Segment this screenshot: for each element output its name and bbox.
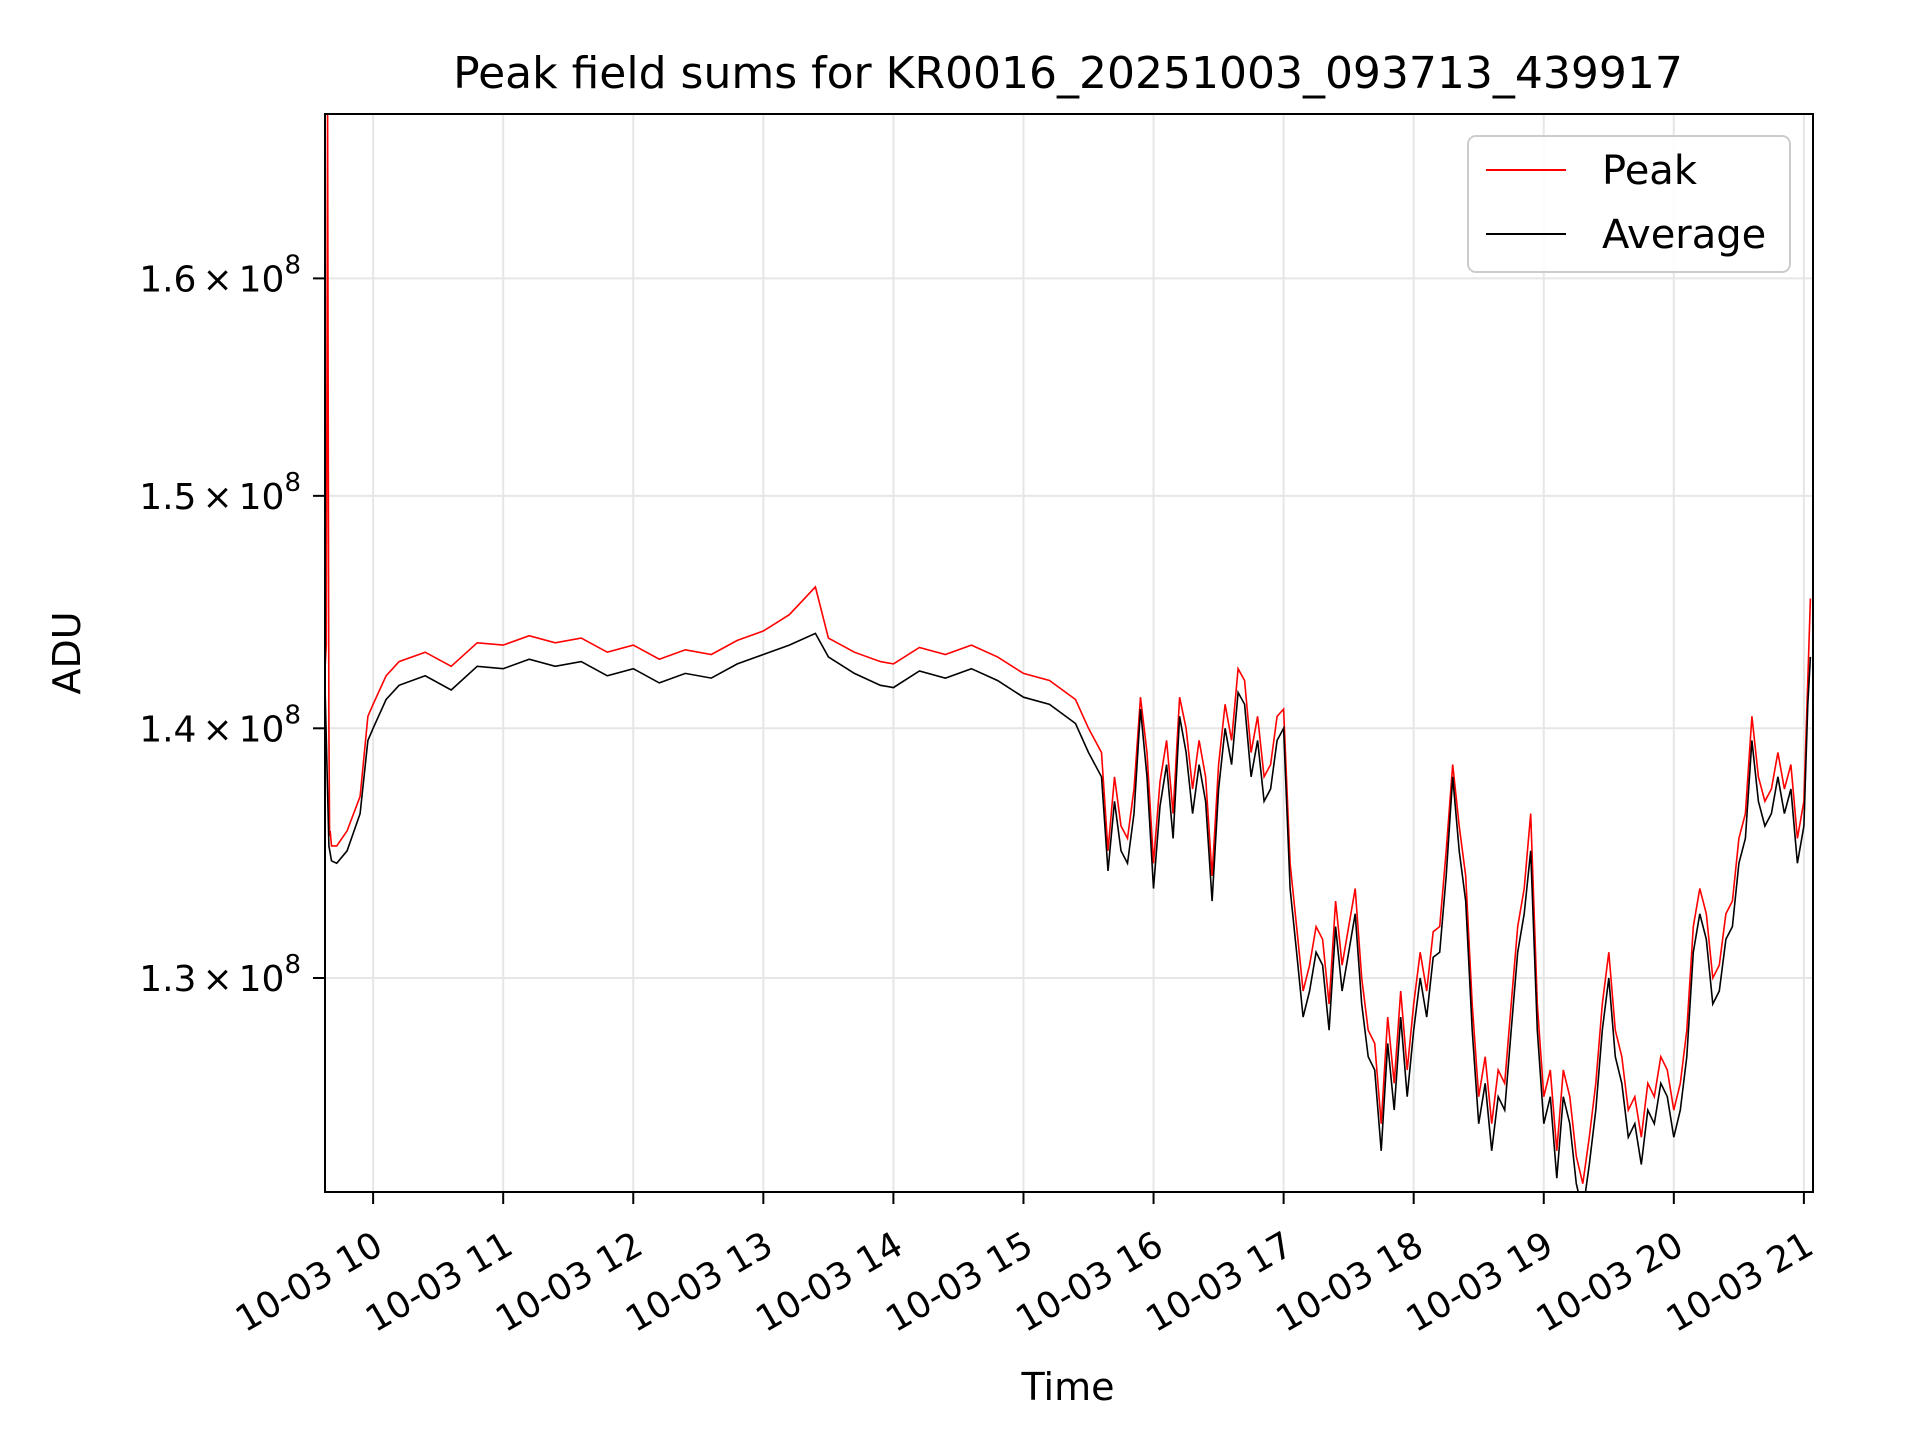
plot-series: [325, 114, 1812, 1192]
y-tick-mantissa: 1.6: [139, 259, 196, 300]
legend-peak-label: Peak: [1602, 148, 1698, 194]
y-tick-exponent: 8: [284, 950, 301, 980]
plot-frame: [324, 113, 1814, 1193]
y-tick-times: ×: [202, 709, 232, 750]
y-tick-base: 10: [239, 259, 285, 300]
y-tick-exponent: 8: [284, 468, 301, 498]
y-tick-label: 1.3 × 108: [139, 950, 301, 1000]
legend-average-label: Average: [1602, 212, 1766, 258]
grid: [325, 114, 1813, 1192]
y-tick-label: 1.5 × 108: [139, 468, 301, 518]
y-tick-label: 1.4 × 108: [139, 700, 301, 750]
chart-title: Peak field sums for KR0016_20251003_0937…: [453, 48, 1683, 99]
legend: Peak Average: [1467, 135, 1791, 273]
series-average-line: [325, 632, 1812, 1192]
y-tick-times: ×: [202, 259, 232, 300]
y-tick-exponent: 8: [284, 250, 301, 280]
x-axis-label: Time: [1021, 1365, 1115, 1409]
y-tick-label: 1.6 × 108: [139, 250, 301, 300]
series-peak-line: [325, 114, 1812, 1184]
y-tick-base: 10: [239, 477, 285, 518]
y-tick-exponent: 8: [284, 700, 301, 730]
y-tick-base: 10: [239, 709, 285, 750]
y-tick-times: ×: [202, 959, 232, 1000]
y-tick-mantissa: 1.4: [139, 709, 196, 750]
y-tick-base: 10: [239, 959, 285, 1000]
y-tick-mantissa: 1.5: [139, 477, 196, 518]
y-tick-mantissa: 1.3: [139, 959, 196, 1000]
y-axis-label: ADU: [45, 611, 89, 694]
y-tick-times: ×: [202, 477, 232, 518]
